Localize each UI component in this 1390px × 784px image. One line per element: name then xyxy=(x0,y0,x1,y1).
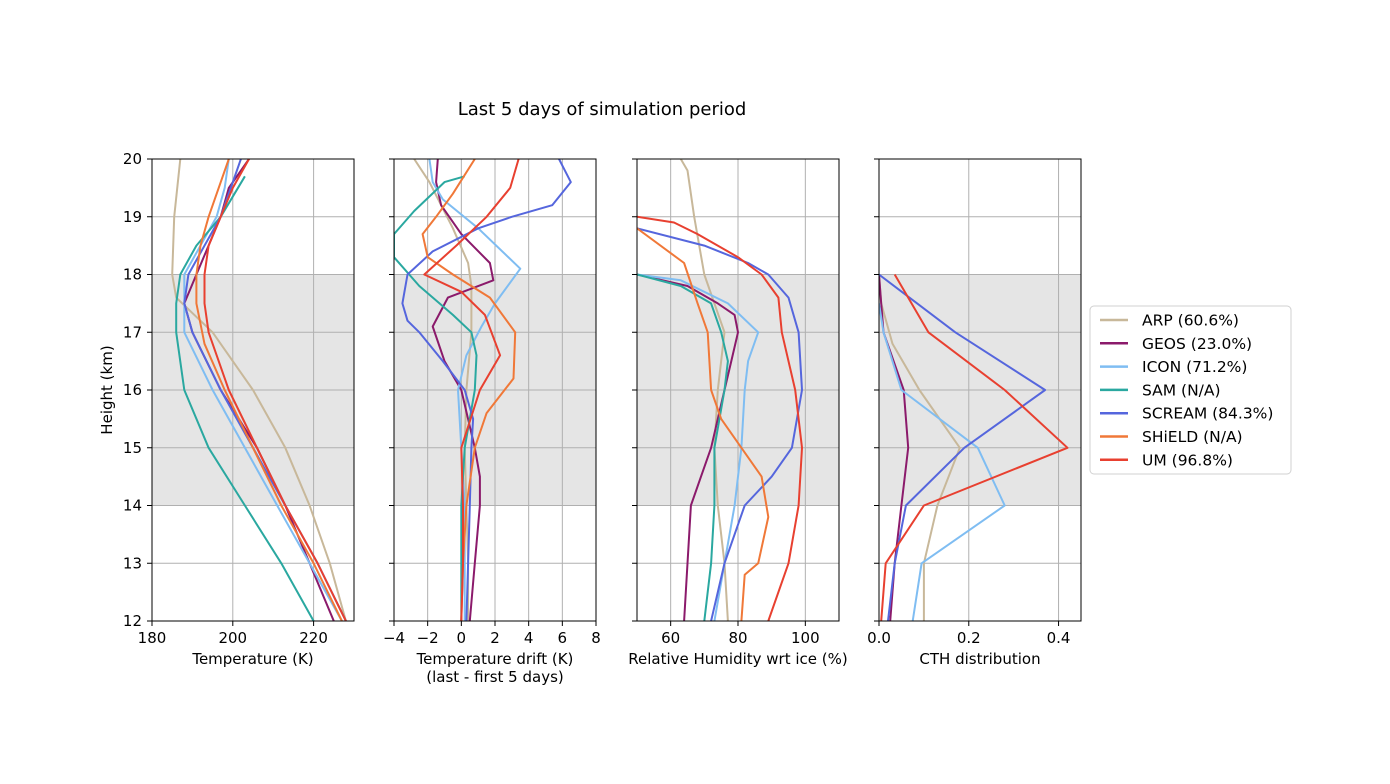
series-line-um xyxy=(203,159,347,621)
x-tick-label: 60 xyxy=(661,629,680,647)
series-line-arp xyxy=(171,159,347,621)
x-tick-label: −2 xyxy=(417,629,439,647)
x-tick-label: 180 xyxy=(138,629,167,647)
x-tick-label: 0.0 xyxy=(867,629,891,647)
panel-3: 60 80 100 Relative Humidity wrt ice (%) xyxy=(628,158,848,668)
x-axis-label: Temperature drift (K) xyxy=(416,650,574,668)
y-tick-label: 15 xyxy=(123,439,142,457)
x-tick-label: 0.4 xyxy=(1047,629,1071,647)
y-tick-label: 17 xyxy=(123,323,142,341)
series-line-geos xyxy=(637,273,739,621)
panel-4: 0.0 0.2 0.4 CTH distribution xyxy=(867,158,1082,668)
x-tick-label: 80 xyxy=(728,629,747,647)
y-tick-label: 16 xyxy=(123,381,142,399)
series-line-um xyxy=(880,273,1069,621)
x-tick-label: 2 xyxy=(490,629,500,647)
legend-label-arp: ARP (60.6%) xyxy=(1142,312,1239,330)
panel-2: −4 −2 0 2 4 6 8 Temperature drift (K)(last - fi… xyxy=(383,158,601,686)
x-axis-label-line2: (last - first 5 days) xyxy=(426,668,564,686)
x-tick-label: −4 xyxy=(383,629,405,647)
series-line-scream xyxy=(401,159,572,621)
legend-label-shield: SHiELD (N/A) xyxy=(1142,428,1243,446)
series-line-arp xyxy=(679,159,729,621)
series-line-um xyxy=(637,215,803,621)
x-tick-label: 0.2 xyxy=(957,629,981,647)
x-tick-label: 100 xyxy=(791,629,820,647)
x-axis-label: Relative Humidity wrt ice (%) xyxy=(628,650,848,668)
legend: ARP (60.6%) GEOS (23.0%) ICON (71.2%) SAM (… xyxy=(1089,305,1292,475)
y-tick-label: 18 xyxy=(123,266,142,284)
series-line-sam xyxy=(637,273,729,621)
x-tick-label: 8 xyxy=(591,629,601,647)
series-line-shield xyxy=(195,159,343,621)
series-line-icon xyxy=(879,303,1006,621)
series-line-sam xyxy=(175,175,315,621)
series-line-scream xyxy=(879,273,1047,621)
x-tick-label: 200 xyxy=(218,629,247,647)
x-axis-label: Temperature (K) xyxy=(191,650,313,668)
x-tick-label: 0 xyxy=(457,629,467,647)
y-tick-label: 14 xyxy=(123,497,142,515)
y-axis-label: Height (km) xyxy=(98,345,116,434)
figure-title: Last 5 days of simulation period xyxy=(458,99,747,120)
panel-1: 180 200 220 12 13 14 15 16 17 18 19 20 Temperature (… xyxy=(98,150,355,668)
x-axis-label: CTH distribution xyxy=(919,650,1040,668)
series-line-shield xyxy=(637,227,770,621)
y-tick-label: 13 xyxy=(123,554,142,572)
series-line-shield xyxy=(421,159,517,621)
x-tick-label: 4 xyxy=(524,629,534,647)
series-line-geos xyxy=(431,159,495,621)
series-line-icon xyxy=(428,159,522,621)
y-tick-label: 12 xyxy=(123,612,142,630)
legend-label-geos: GEOS (23.0%) xyxy=(1142,335,1252,353)
x-tick-label: 6 xyxy=(558,629,568,647)
series-line-icon xyxy=(637,273,760,621)
x-tick-label: 220 xyxy=(299,629,328,647)
y-tick-label: 20 xyxy=(123,150,142,168)
legend-label-sam: SAM (N/A) xyxy=(1142,381,1221,399)
legend-label-icon: ICON (71.2%) xyxy=(1142,358,1247,376)
legend-label-um: UM (96.8%) xyxy=(1142,451,1233,469)
legend-box xyxy=(1089,305,1292,475)
legend-label-scream: SCREAM (84.3%) xyxy=(1142,405,1273,423)
y-tick-label: 19 xyxy=(123,208,142,226)
series-line-icon xyxy=(183,159,343,621)
series-line-um xyxy=(423,159,520,621)
